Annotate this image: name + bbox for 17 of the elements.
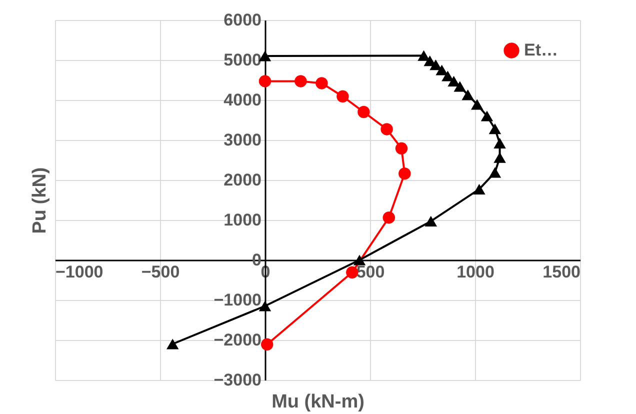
x-tick-label: −1000 bbox=[56, 262, 104, 282]
y-tick-label: 3000 bbox=[224, 130, 262, 150]
y-tick-label: 1000 bbox=[224, 210, 262, 230]
x-tick-label: 1000 bbox=[456, 262, 494, 282]
x-tick-label: 500 bbox=[356, 262, 385, 282]
y-tick-label: −2000 bbox=[214, 330, 262, 350]
y-tick-label: 4000 bbox=[224, 90, 262, 110]
y-tick-label: 2000 bbox=[224, 170, 262, 190]
x-tick-label: 1500 bbox=[542, 262, 580, 282]
x-axis-title: Mu (kN-m) bbox=[272, 392, 364, 412]
legend-label: Et… bbox=[524, 40, 558, 60]
y-tick-label: 5000 bbox=[224, 50, 262, 70]
y-tick-label: −3000 bbox=[214, 370, 262, 390]
y-tick-label: −1000 bbox=[214, 290, 262, 310]
y-tick-label: 6000 bbox=[224, 10, 262, 30]
x-tick-label: −500 bbox=[141, 262, 180, 282]
y-axis-title: Pu (kN) bbox=[30, 167, 50, 234]
